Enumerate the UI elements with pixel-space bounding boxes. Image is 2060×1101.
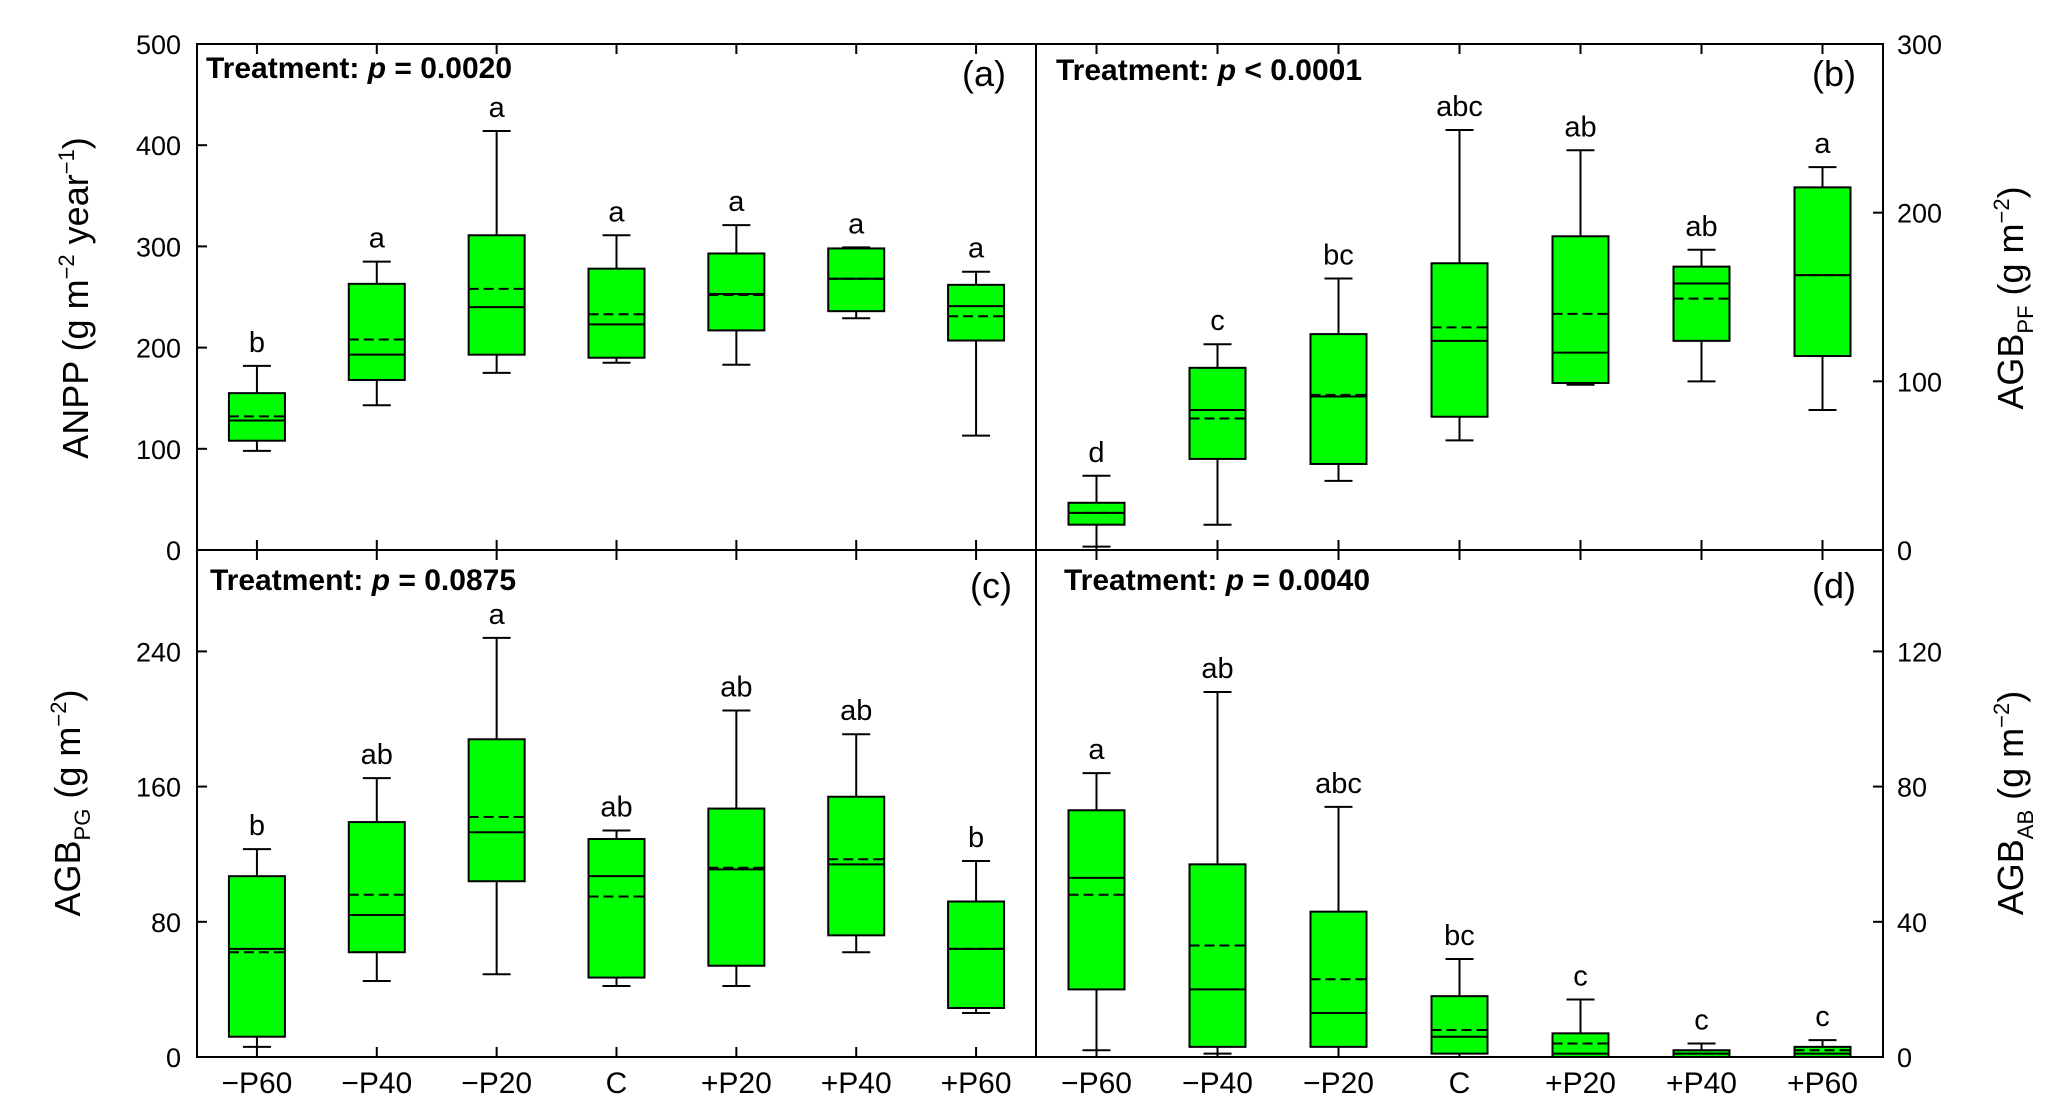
box-iqr	[827, 247, 886, 313]
significance-letter: bc	[1444, 920, 1475, 952]
box-iqr	[467, 738, 526, 883]
box-iqr	[1309, 333, 1368, 465]
y-tick-label: 0	[166, 536, 181, 566]
significance-letter: b	[249, 810, 265, 842]
y-axis-title-b: AGBPF (g m−2)	[1989, 186, 2038, 409]
y-tick-label: 100	[1897, 367, 1942, 397]
y-axis-title-d: AGBAB (g m−2)	[1989, 691, 2038, 916]
panel-d-label: (d)	[1812, 565, 1856, 606]
significance-letter: b	[249, 327, 265, 359]
y-axis-title-a: ANPP (g m−2 year−1)	[54, 137, 96, 459]
significance-letter: abc	[1436, 91, 1483, 123]
y-tick-label: 400	[136, 131, 181, 161]
x-category-label: +P40	[821, 1067, 892, 1100]
significance-letter: a	[848, 208, 865, 240]
significance-letter: a	[608, 196, 625, 228]
box-iqr	[347, 282, 406, 381]
significance-letter: a	[728, 186, 745, 218]
panel-c-label: (c)	[970, 565, 1012, 606]
y-tick-label: 500	[136, 30, 181, 60]
box-iqr	[1430, 995, 1489, 1055]
significance-letter: ab	[1201, 653, 1233, 685]
box-iqr	[947, 900, 1006, 1009]
x-category-label: C	[606, 1067, 628, 1100]
y-tick-label: 160	[136, 773, 181, 803]
box-iqr	[1067, 809, 1126, 991]
box-iqr	[227, 875, 286, 1038]
box-iqr	[587, 267, 646, 359]
box-iqr	[347, 821, 406, 954]
y-tick-label: 240	[136, 637, 181, 667]
panel-b-title: Treatment: p < 0.0001	[1056, 54, 1362, 87]
x-category-label: C	[1449, 1067, 1471, 1100]
significance-letter: ab	[1564, 111, 1596, 143]
y-tick-label: 200	[1897, 199, 1942, 229]
x-category-label: −P60	[1061, 1067, 1132, 1100]
significance-letter: a	[968, 233, 985, 265]
box-iqr	[947, 283, 1006, 342]
significance-letter: ab	[361, 739, 393, 771]
box-iqr	[707, 252, 766, 332]
x-category-label: +P40	[1666, 1067, 1737, 1100]
x-category-label: +P20	[1545, 1067, 1616, 1100]
panel-a-title: Treatment: p = 0.0020	[206, 52, 512, 85]
x-category-label: −P60	[221, 1067, 292, 1100]
y-tick-label: 80	[1897, 773, 1927, 803]
box-iqr	[467, 234, 526, 356]
significance-letter: a	[1088, 734, 1105, 766]
y-tick-label: 100	[136, 435, 181, 465]
y-tick-label: 40	[1897, 908, 1927, 938]
significance-letter: d	[1088, 437, 1104, 469]
y-tick-label: 300	[1897, 30, 1942, 60]
significance-letter: abc	[1315, 768, 1362, 800]
box-iqr	[587, 837, 646, 979]
significance-letter: a	[489, 92, 506, 124]
x-category-label: −P40	[1182, 1067, 1253, 1100]
significance-letter: ab	[720, 672, 752, 704]
x-category-label: +P60	[941, 1067, 1012, 1100]
y-tick-label: 0	[1897, 1043, 1912, 1073]
box-iqr	[1672, 265, 1731, 342]
significance-letter: bc	[1323, 239, 1354, 271]
significance-letter: b	[968, 822, 984, 854]
box-iqr	[1188, 366, 1247, 460]
y-tick-label: 80	[151, 908, 181, 938]
box-iqr	[827, 795, 886, 937]
x-category-label: −P20	[461, 1067, 532, 1100]
x-category-label: +P60	[1787, 1067, 1858, 1100]
y-tick-label: 300	[136, 232, 181, 262]
x-category-label: −P20	[1303, 1067, 1374, 1100]
x-category-label: +P20	[701, 1067, 772, 1100]
significance-letter: a	[369, 223, 386, 255]
x-category-label: −P40	[341, 1067, 412, 1100]
panel-d-title: Treatment: p = 0.0040	[1064, 564, 1370, 597]
panel-a-label: (a)	[962, 53, 1006, 94]
y-tick-label: 120	[1897, 637, 1942, 667]
box-iqr	[1793, 186, 1852, 358]
y-tick-label: 200	[136, 334, 181, 364]
significance-letter: c	[1815, 1001, 1830, 1033]
box-iqr	[1793, 1045, 1852, 1058]
significance-letter: a	[1814, 128, 1831, 160]
significance-letter: ab	[1685, 211, 1717, 243]
panel-b-label: (b)	[1812, 53, 1856, 94]
box-iqr	[1551, 235, 1610, 385]
box-iqr	[1551, 1032, 1610, 1058]
y-axis-title-c: AGBPG (g m−2)	[46, 690, 95, 917]
box-iqr	[1188, 863, 1247, 1048]
significance-letter: c	[1694, 1004, 1709, 1036]
significance-letter: c	[1210, 305, 1225, 337]
significance-letter: ab	[600, 792, 632, 824]
y-tick-label: 0	[166, 1043, 181, 1073]
panel-c-title: Treatment: p = 0.0875	[210, 564, 516, 597]
significance-letter: c	[1573, 961, 1588, 993]
significance-letter: a	[489, 599, 506, 631]
y-tick-label: 0	[1897, 536, 1912, 566]
significance-letter: ab	[840, 695, 872, 727]
box-iqr	[707, 807, 766, 967]
